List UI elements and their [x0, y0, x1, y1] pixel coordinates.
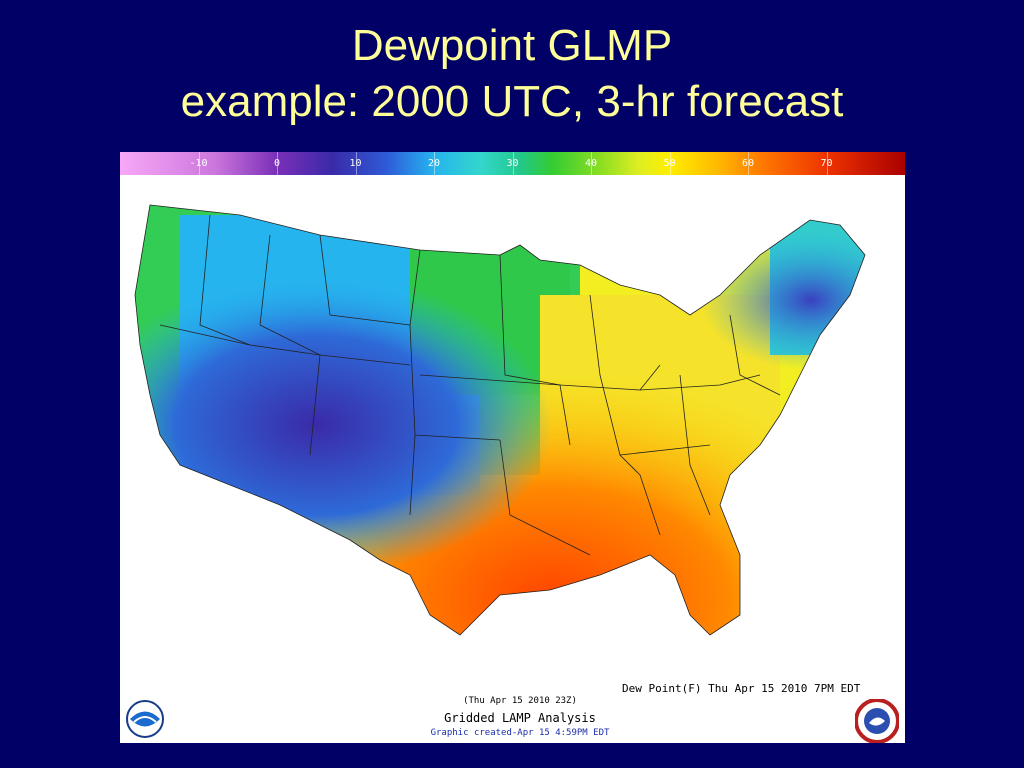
color-scale-tick-label: 30	[506, 158, 519, 169]
color-scale-tick-line	[198, 152, 200, 175]
noaa-logo-icon	[126, 700, 164, 738]
conus-dewpoint-map	[134, 204, 866, 636]
color-scale-tick-line	[748, 152, 749, 175]
color-scale-bar: -10 0 10 20 30 40 50 60 70	[120, 152, 905, 175]
color-scale-tick-label: 60	[741, 158, 755, 169]
color-scale-tick-label: 0	[273, 158, 281, 169]
dewpoint-field	[135, 205, 865, 635]
color-scale-tick-line	[826, 152, 828, 175]
color-scale-tick-line	[434, 152, 435, 175]
title-line-1: Dewpoint GLMP	[351, 21, 673, 70]
nws-logo-icon	[855, 699, 899, 743]
color-scale-tick-line	[355, 152, 357, 175]
map-caption-datetime: Dew Point(F) Thu Apr 15 2010 7PM EDT	[622, 682, 861, 695]
color-scale-tick-label: 50	[663, 158, 676, 169]
color-scale-tick-line	[277, 152, 278, 175]
dewpoint-map-figure: -10 0 10 20 30 40 50 60 70	[120, 152, 905, 743]
color-scale-tick-line	[591, 152, 592, 175]
color-scale-tick-line	[669, 152, 671, 175]
map-caption-product: Gridded LAMP Analysis	[444, 711, 596, 725]
color-scale-tick-label: 10	[349, 158, 362, 169]
color-scale-tick-label: 70	[820, 158, 833, 169]
color-scale-tick-label: 40	[584, 158, 598, 169]
map-caption-utc: (Thu Apr 15 2010 23Z)	[463, 696, 577, 706]
color-scale-tick-label: 20	[427, 158, 441, 169]
color-scale-tick-label: -10	[189, 158, 208, 169]
map-caption-created: Graphic created-Apr 15 4:59PM EDT	[430, 728, 610, 738]
state-boundaries	[134, 204, 866, 636]
color-scale-tick-line	[512, 152, 514, 175]
title-line-2: example: 2000 UTC, 3-hr forecast	[180, 77, 844, 126]
slide-title: Dewpoint GLMP example: 2000 UTC, 3-hr fo…	[0, 18, 1024, 130]
